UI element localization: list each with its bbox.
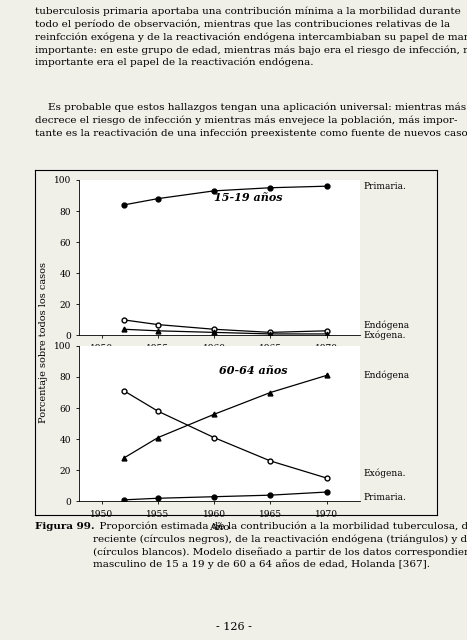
Text: tuberculosis primaria aportaba una contribución mínima a la morbilidad durante
t: tuberculosis primaria aportaba una contr… (35, 6, 467, 67)
Text: Primaria.: Primaria. (363, 182, 406, 191)
Text: 60-64 años: 60-64 años (219, 365, 288, 376)
Text: Es probable que estos hallazgos tengan una aplicación universal: mientras más
de: Es probable que estos hallazgos tengan u… (35, 102, 467, 138)
Text: Figura 99.: Figura 99. (35, 522, 95, 531)
Text: Exógena.: Exógena. (363, 330, 406, 340)
Text: Exógena.: Exógena. (363, 468, 406, 477)
Text: Endógena: Endógena (363, 321, 409, 330)
Text: Endógena: Endógena (363, 371, 409, 380)
Text: 15-19 años: 15-19 años (213, 193, 282, 204)
Text: Proporción estimada de la contribución a la morbilidad tuberculosa, de la infecc: Proporción estimada de la contribución a… (92, 522, 467, 570)
Text: Primaria.: Primaria. (363, 493, 406, 502)
X-axis label: Año: Año (210, 523, 230, 532)
Text: - 126 -: - 126 - (216, 622, 251, 632)
Text: Porcentaje sobre todos los casos: Porcentaje sobre todos los casos (39, 262, 48, 423)
